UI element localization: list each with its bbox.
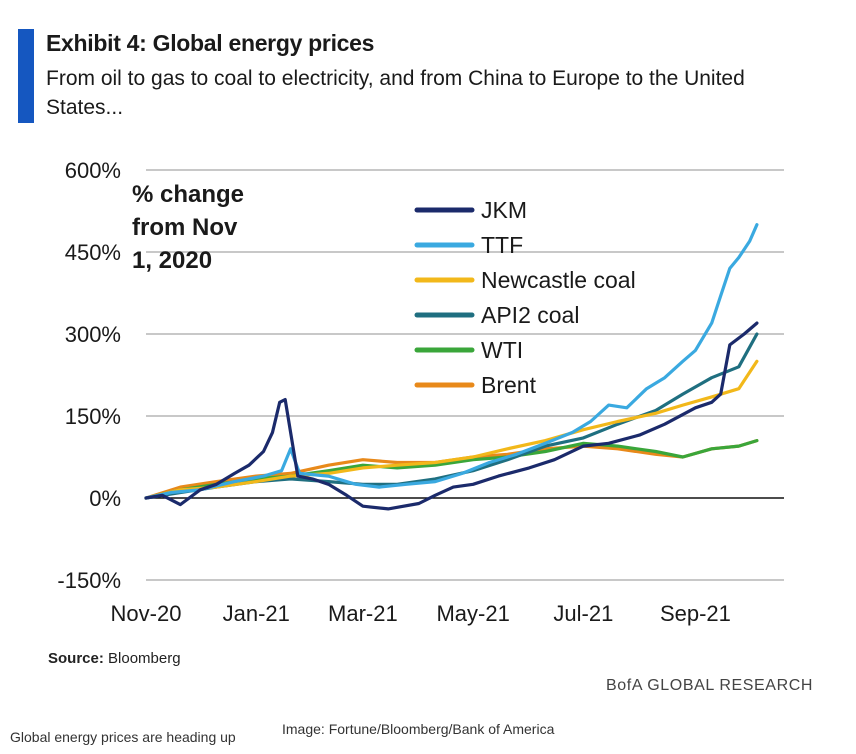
- x-tick-label: May-21: [436, 601, 509, 626]
- y-tick-label: 150%: [65, 404, 121, 429]
- annotation-line: from Nov: [132, 214, 238, 241]
- image-caption: Global energy prices are heading up: [10, 729, 236, 745]
- y-tick-label: -150%: [57, 568, 121, 593]
- y-tick-label: 300%: [65, 322, 121, 347]
- legend-label: WTI: [481, 337, 523, 363]
- accent-bar: [18, 29, 34, 123]
- y-tick-label: 600%: [65, 158, 121, 183]
- x-tick-label: Nov-20: [111, 601, 182, 626]
- y-tick-label: 0%: [89, 486, 121, 511]
- x-tick-label: Jul-21: [553, 601, 613, 626]
- image-credit: Image: Fortune/Bloomberg/Bank of America: [282, 721, 555, 737]
- series-line-newcastle-coal: [144, 359, 759, 500]
- chart-subtitle: From oil to gas to coal to electricity, …: [46, 67, 745, 119]
- legend-label: TTF: [481, 232, 523, 258]
- legend-label: JKM: [481, 197, 527, 223]
- x-tick-label: Mar-21: [328, 601, 398, 626]
- source-value: Bloomberg: [108, 650, 181, 667]
- legend-label: API2 coal: [481, 302, 579, 328]
- source-label: Source:: [48, 650, 104, 667]
- annotation-line: 1, 2020: [132, 247, 212, 274]
- y-tick-label: 450%: [65, 240, 121, 265]
- series-line-jkm: [144, 321, 759, 511]
- legend-label: Newcastle coal: [481, 267, 636, 293]
- brand-label: BofA GLOBAL RESEARCH: [606, 677, 814, 694]
- x-tick-label: Jan-21: [223, 601, 290, 626]
- annotation-line: % change: [132, 181, 244, 208]
- x-tick-label: Sep-21: [660, 601, 731, 626]
- legend-label: Brent: [481, 372, 537, 398]
- series-line-ttf: [144, 223, 759, 500]
- source-note: Source: Bloomberg: [48, 650, 181, 667]
- chart-title: Exhibit 4: Global energy prices: [46, 30, 375, 56]
